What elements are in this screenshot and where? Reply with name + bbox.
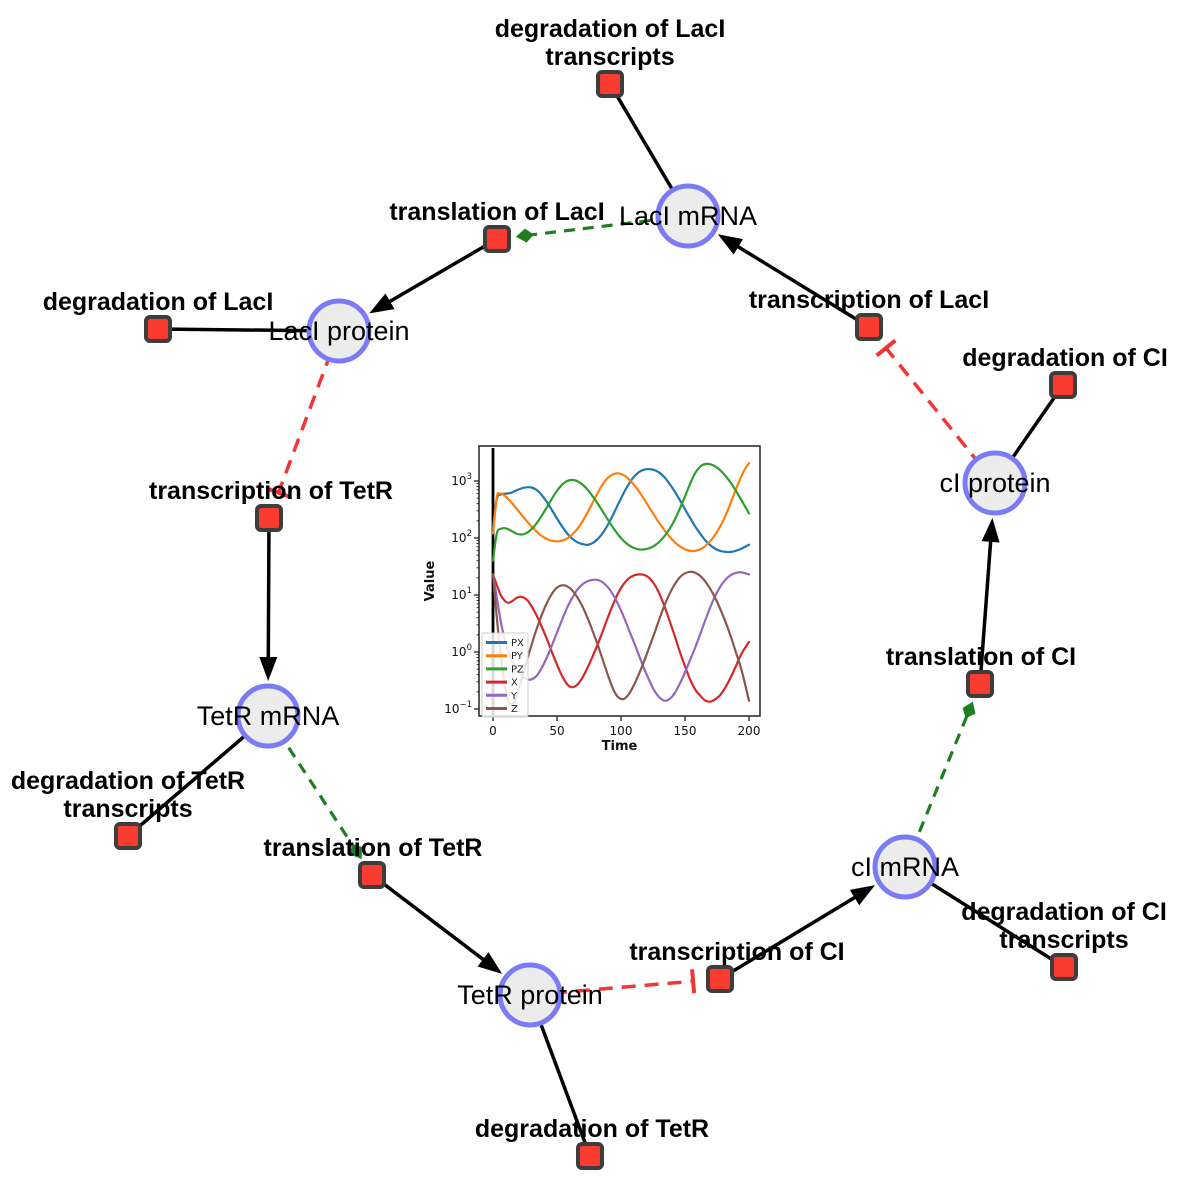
x-tick-label: 100	[610, 724, 633, 738]
reaction-node-deg_cI[interactable]	[1049, 371, 1077, 399]
labels-layer: degradation of LacItranscriptstranslatio…	[11, 15, 1168, 1143]
x-tick-label: 50	[549, 724, 564, 738]
edge-production	[370, 873, 489, 965]
reaction-node-transl_lacI[interactable]	[483, 225, 511, 253]
species-node-tetR_mrna[interactable]	[235, 683, 301, 749]
x-tick-label: 200	[738, 724, 761, 738]
time-series-plot: 10−1 100 101 102 103 0 50 100 150 200 Time Value PX P…	[419, 430, 780, 760]
reaction-label: transcripts	[545, 43, 674, 71]
x-tick-label: 0	[489, 724, 497, 738]
inhibition-tbar	[266, 486, 291, 499]
figure-background	[419, 430, 780, 760]
reaction-node-deg_lacI_tx[interactable]	[596, 70, 624, 98]
arrowhead	[717, 234, 744, 255]
arrowhead	[477, 952, 503, 974]
reaction-node-txn_lacI[interactable]	[855, 313, 883, 341]
reaction-label: degradation of TetR	[11, 767, 245, 795]
species-label: cI protein	[939, 468, 1050, 498]
y-axis-title: Value	[423, 560, 438, 601]
species-label: LacI protein	[268, 316, 409, 346]
species-label: TetR protein	[457, 980, 603, 1010]
species-node-tetR_protein[interactable]	[497, 962, 563, 1028]
reaction-label: translation of TetR	[264, 834, 483, 862]
reaction-node-txn_cI[interactable]	[706, 965, 734, 993]
reaction-node-deg_cI_tx[interactable]	[1050, 953, 1078, 981]
modifier-arrowhead	[515, 228, 534, 243]
inhibition-tbar	[690, 969, 697, 994]
edge-production	[978, 535, 993, 685]
y-tick-label: 102	[451, 529, 472, 545]
reaction-label: degradation of LacI	[495, 15, 726, 43]
reaction-label: degradation of CI	[962, 344, 1168, 372]
arrowhead	[259, 656, 278, 682]
edge-production	[732, 242, 870, 329]
species-label: TetR mRNA	[197, 701, 340, 731]
x-axis-title: Time	[602, 739, 638, 754]
reaction-label: transcription of TetR	[149, 477, 393, 505]
y-tick-label: 103	[451, 472, 472, 488]
legend-label: PX	[511, 638, 524, 649]
species-node-cI_mrna[interactable]	[872, 834, 938, 900]
species-label: cI mRNA	[851, 852, 959, 882]
series-line-X	[491, 573, 751, 703]
y-tick-label: 10−1	[444, 700, 472, 716]
legend-label: PY	[511, 651, 524, 662]
reaction-label: transcripts	[999, 926, 1128, 954]
reaction-node-txn_tetR[interactable]	[255, 504, 283, 532]
species-node-lacI_protein[interactable]	[306, 298, 372, 364]
reaction-node-transl_cI[interactable]	[966, 670, 994, 698]
reaction-node-deg_lacI[interactable]	[144, 315, 172, 343]
legend-label: X	[511, 678, 518, 689]
reaction-label: transcription of LacI	[749, 286, 989, 314]
reaction-label: transcription of CI	[629, 938, 844, 966]
edge-production	[266, 517, 271, 664]
arrowhead	[369, 293, 395, 314]
inhibition-tbar	[875, 338, 897, 358]
edge-production	[383, 237, 498, 306]
reaction-label: transcripts	[63, 795, 192, 823]
legend-label: Y	[510, 691, 518, 702]
reaction-node-deg_tetR[interactable]	[576, 1142, 604, 1170]
modifier-arrowhead	[962, 701, 976, 719]
reaction-label: translation of LacI	[389, 198, 604, 226]
modifier-arrowhead	[350, 844, 362, 860]
nodes-layer	[114, 70, 1078, 1170]
y-tick-label: 101	[451, 586, 472, 602]
reaction-label: degradation of CI	[961, 898, 1167, 926]
reaction-node-transl_tetR[interactable]	[358, 861, 386, 889]
legend-label: Z	[511, 704, 518, 715]
reaction-label: translation of CI	[886, 643, 1076, 671]
series-line-PY	[491, 462, 751, 553]
legend-label: PZ	[511, 664, 524, 675]
x-tick-label: 150	[674, 724, 697, 738]
edge-production	[719, 892, 861, 981]
axes-frame	[478, 445, 761, 717]
species-label: LacI mRNA	[619, 201, 757, 231]
reaction-label: degradation of LacI	[43, 288, 274, 316]
reaction-label: degradation of TetR	[475, 1115, 709, 1143]
arrowhead	[981, 517, 1000, 543]
species-node-cI_protein[interactable]	[962, 450, 1028, 516]
series-line-PX	[491, 467, 751, 554]
species-node-lacI_mrna[interactable]	[655, 183, 721, 249]
series-line-PZ	[491, 462, 751, 562]
arrowhead	[849, 885, 876, 906]
y-tick-label: 100	[451, 643, 472, 659]
reaction-node-deg_tetR_tx[interactable]	[114, 822, 142, 850]
